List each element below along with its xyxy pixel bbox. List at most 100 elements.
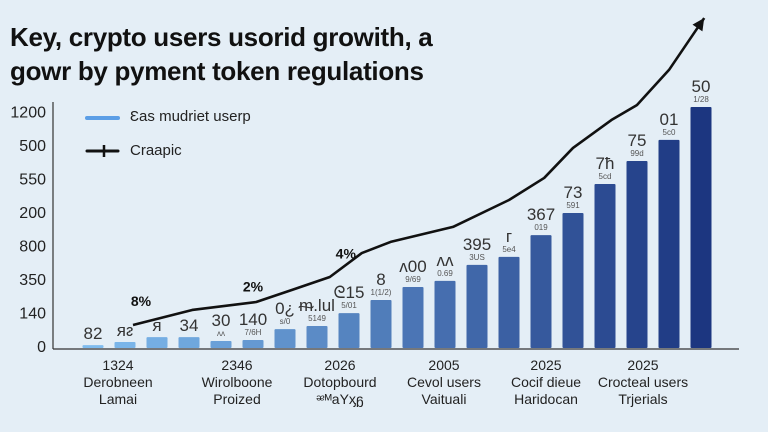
- bar: [402, 286, 424, 348]
- bar-value-label: 50: [692, 77, 711, 96]
- bar: [114, 341, 136, 348]
- legend-line-swatch: [85, 145, 120, 157]
- bar: [82, 345, 104, 348]
- trend-arrowhead: [692, 18, 705, 32]
- y-tick-label: 0: [37, 339, 46, 356]
- x-category-label: 2025 Cocif dieue Haridocan: [486, 357, 606, 408]
- x-category-label: 2026 Dotopbourd ᵆᴹaYᶍᵷ: [280, 357, 400, 408]
- chart-title-line-1: Key, crypto users usorid growith, a: [10, 22, 433, 52]
- bar-value-label: 82: [84, 324, 103, 343]
- category-year: 2025: [627, 357, 659, 373]
- category-line2: Lamai: [98, 391, 138, 407]
- bar-sublabel: 591: [566, 201, 580, 210]
- y-tick-label: 200: [19, 205, 46, 222]
- bar-value-label: 34: [180, 316, 199, 335]
- bar: [658, 139, 680, 348]
- percent-annotation: 8%: [131, 293, 152, 309]
- y-tick-label: 550: [19, 172, 46, 189]
- bar: [562, 213, 584, 348]
- bar-sublabel: s/0: [280, 317, 291, 326]
- bar-sublabel: 5149: [308, 314, 326, 323]
- bar-value-label: 7ħ: [596, 154, 615, 173]
- bar-sublabel: 0.69: [437, 269, 453, 278]
- y-tick-label: 350: [19, 272, 46, 289]
- x-category-label: 2346 Wirolboone Proized: [177, 357, 297, 408]
- category-line1: Dotopbourd: [303, 374, 377, 390]
- bar: [370, 300, 392, 348]
- category-line1: Cevol users: [407, 374, 481, 390]
- bar: [594, 184, 616, 348]
- legend-label-bars: Ɛas mudriet userp: [130, 108, 251, 125]
- bar-value-label: ᵯ.lul: [298, 296, 335, 315]
- bar-sublabel: 019: [534, 223, 548, 232]
- bar-sublabel: 5cd: [599, 172, 612, 181]
- y-tick-label: 800: [19, 239, 46, 256]
- bar-sublabel: 5c0: [663, 128, 676, 137]
- bar-sublabel: 5e4: [502, 245, 516, 254]
- bar-value-label: 0¿: [275, 299, 295, 318]
- bar-sublabel: 1/28: [693, 95, 709, 104]
- category-line1: Wirolboone: [201, 374, 273, 390]
- x-category-label: 2005 Cevol users Vaituali: [384, 357, 504, 408]
- bar-value-label: 01: [660, 110, 679, 129]
- bar-value-label: 30: [212, 311, 231, 330]
- bar-sublabel: 7/6H: [245, 328, 262, 337]
- bar: [210, 340, 232, 348]
- bar: [530, 235, 552, 348]
- bar: [498, 256, 520, 348]
- percent-annotation: 2%: [243, 278, 264, 294]
- bar-value-label: 140: [239, 310, 267, 329]
- bar: [146, 337, 168, 348]
- bar: [242, 340, 264, 348]
- x-category-label: 2025 Croctеal users Trjerials: [583, 357, 703, 408]
- chart-title-line-2: gowr by pyment token regulations: [10, 56, 424, 86]
- bar-sublabel: 5/01: [341, 301, 357, 310]
- bar-sublabel: 99d: [630, 149, 643, 158]
- bar: [466, 264, 488, 348]
- category-line2: Trjerials: [618, 391, 668, 407]
- bar-sublabel: ᴧᴧ: [217, 329, 225, 338]
- bar: [626, 160, 648, 348]
- bar-value-label: ᴧᴧ: [437, 251, 455, 270]
- annotations: 8% 2% 4%: [131, 245, 357, 309]
- x-category-label: 1324 Derobneen Lamai: [58, 357, 178, 408]
- bar-value-label: ᴧ00: [399, 257, 426, 276]
- category-line1: Croctеal users: [597, 374, 689, 390]
- bar-value-label: 8: [376, 270, 385, 289]
- bar: [274, 329, 296, 348]
- category-year: 2025: [530, 357, 562, 373]
- bar: [178, 337, 200, 348]
- bar-value-label: ᴙ: [152, 316, 161, 335]
- category-line2: Vaituali: [421, 391, 467, 407]
- bar: [690, 106, 712, 348]
- bar-sublabel: 9/69: [405, 275, 421, 284]
- percent-annotation: 4%: [336, 245, 357, 261]
- bar-value-label: ᘓ15: [334, 283, 365, 302]
- trend-line: [132, 17, 706, 327]
- bar-value-label: ᴦ: [506, 227, 512, 246]
- bars: [82, 106, 712, 348]
- category-year: 2346: [221, 357, 253, 373]
- legend-label-line: Craapic: [130, 142, 182, 159]
- category-line1: Derobneen: [83, 374, 153, 390]
- bar-sublabel: 3US: [469, 253, 485, 262]
- category-line1: Cocif dieue: [510, 374, 582, 390]
- category-year: 2026: [324, 357, 356, 373]
- bar-value-label: 367: [527, 205, 555, 224]
- bar-value-label: 73: [564, 183, 583, 202]
- y-tick-label: 140: [19, 306, 46, 323]
- y-tick-label: 1200: [10, 105, 46, 122]
- y-axis-ticks: 0 140 350 800 200 550 500 1200: [10, 105, 46, 357]
- bar: [338, 313, 360, 348]
- category-line2: ᵆᴹaYᶍᵷ: [316, 391, 364, 407]
- category-line2: Proized: [213, 391, 261, 407]
- category-line2: Haridocan: [514, 391, 578, 407]
- category-year: 2005: [428, 357, 460, 373]
- bar-value-label: ᴙᴤ: [117, 321, 133, 340]
- category-year: 1324: [102, 357, 134, 373]
- bar-sublabel: 1(1/2): [371, 288, 392, 297]
- bar-value-label: 395: [463, 235, 491, 254]
- bar-value-label: 75: [628, 131, 647, 150]
